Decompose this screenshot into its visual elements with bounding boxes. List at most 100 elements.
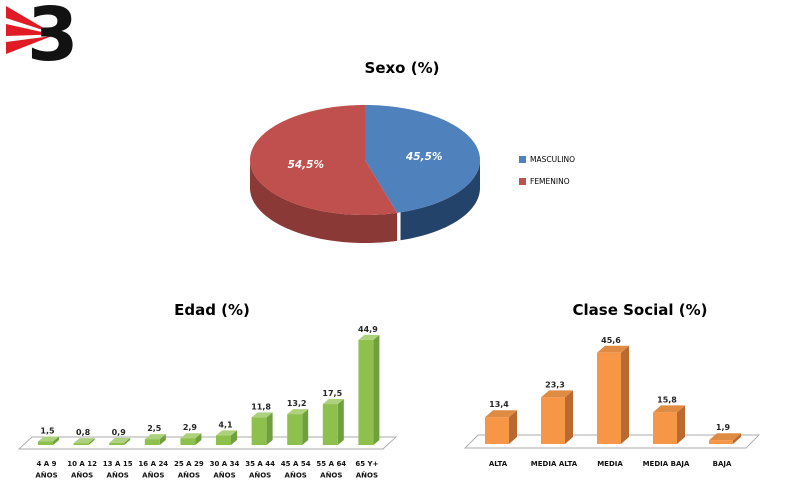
edad-category-label: AÑOS	[71, 471, 93, 480]
edad-value-label: 11,8	[251, 402, 271, 411]
edad-bar-side	[124, 437, 131, 445]
clase-category-label: BAJA	[713, 460, 732, 468]
edad-bar-top	[216, 430, 237, 436]
edad-bar	[180, 438, 196, 445]
sexo-pie-chart: 45,5% 54,5%	[250, 105, 480, 243]
clase-category-label: MEDIA ALTA	[531, 460, 578, 468]
clase-bar-chart: 13,4 ALTA 23,3 MEDIA ALTA 45,6 MEDIA 15,8 MEDIA…	[463, 336, 761, 468]
clase-bar-top	[485, 410, 517, 418]
edad-value-label: 4,1	[218, 420, 233, 429]
edad-category-label: 16 A 24	[138, 460, 168, 468]
edad-value-label: 0,8	[76, 428, 91, 437]
clase-value-label: 1,9	[716, 423, 731, 432]
legend-swatch-femenino	[519, 178, 526, 185]
pie-slice-femenino	[250, 105, 398, 215]
edad-bar-side	[53, 436, 59, 445]
edad-bar-side	[266, 412, 273, 445]
edad-bar	[358, 339, 374, 445]
edad-category-label: 35 A 44	[245, 460, 275, 468]
clase-value-label: 23,3	[545, 380, 565, 389]
edad-bar-side	[159, 434, 166, 445]
edad-category-label: AÑOS	[285, 471, 307, 480]
clase-value-label: 13,4	[489, 400, 509, 409]
edad-category-label: 4 A 9	[36, 460, 56, 468]
pie-side-masculino	[400, 160, 480, 241]
edad-value-label: 44,9	[358, 325, 378, 334]
edad-bar	[73, 443, 89, 445]
edad-bar	[38, 441, 53, 445]
pie-side-femenino	[250, 160, 398, 243]
edad-value-label: 13,2	[287, 399, 307, 408]
edad-category-label: 45 A 54	[281, 460, 311, 468]
clase-category-label: MEDIA BAJA	[643, 460, 690, 468]
clase-category-label: MEDIA	[597, 460, 623, 468]
logo-stripe-bottom	[6, 36, 52, 54]
edad-category-label: 25 A 29	[174, 460, 204, 468]
edad-category-label: AÑOS	[213, 471, 235, 480]
clase-category-label: ALTA	[489, 460, 508, 468]
clase-bar-top	[653, 405, 685, 413]
edad-bar-top	[180, 433, 202, 439]
clase-bar-side	[565, 390, 573, 444]
sexo-legend: MASCULINO FEMENINO	[519, 155, 575, 199]
edad-bar-top	[38, 436, 59, 442]
edad-value-label: 2,5	[147, 424, 162, 433]
edad-bar-side	[88, 438, 95, 445]
edad-bar-top	[322, 399, 344, 405]
edad-category-label: AÑOS	[320, 471, 342, 480]
edad-bar	[216, 435, 231, 445]
legend-swatch-masculino	[519, 156, 526, 163]
clase-bar-side	[677, 405, 685, 444]
clase-value-label: 15,8	[657, 395, 677, 404]
edad-bar	[109, 442, 125, 445]
clase-bar-side	[621, 345, 629, 444]
edad-bar	[287, 414, 303, 445]
clase-bar	[653, 412, 677, 444]
legend-label-masculino: MASCULINO	[530, 155, 575, 164]
clase-bar	[541, 397, 565, 444]
logo-3-glyph: 3	[27, 4, 79, 74]
edad-bar-top	[287, 409, 309, 415]
legend-item-femenino: FEMENINO	[519, 177, 575, 186]
edad-category-label: 55 A 64	[316, 460, 346, 468]
edad-bar-top	[358, 334, 380, 340]
clase-bar-top	[597, 345, 629, 353]
legend-label-femenino: FEMENINO	[530, 177, 570, 186]
edad-category-label: AÑOS	[249, 471, 271, 480]
edad-category-label: AÑOS	[107, 471, 129, 480]
edad-value-label: 1,5	[40, 426, 55, 435]
edad-chart-title: Edad (%)	[174, 301, 250, 319]
edad-category-label: 65 Y+	[355, 460, 378, 468]
edad-category-label: 10 A 12	[67, 460, 97, 468]
sexo-chart-title: Sexo (%)	[364, 59, 440, 77]
edad-category-label: AÑOS	[142, 471, 164, 480]
pie-data-label-femenino: 54,5%	[288, 159, 324, 171]
clase-bar	[597, 352, 621, 444]
edad-bar-side	[302, 409, 309, 445]
edad-bar-chart: 1,5 4 A 9 AÑOS 0,8 10 A 12 AÑOS 0,9 13 A 15 AÑOS…	[17, 325, 398, 480]
legend-item-masculino: MASCULINO	[519, 155, 575, 164]
clase-bar	[709, 440, 733, 444]
edad-category-label: 13 A 15	[103, 460, 133, 468]
edad-category-label: 30 A 34	[210, 460, 240, 468]
logo-stripe-middle	[6, 24, 53, 36]
edad-bar-top	[73, 438, 95, 444]
edad-value-label: 2,9	[183, 423, 198, 432]
edad-bar-top	[251, 412, 273, 418]
edad-bar-side	[373, 334, 380, 445]
clase-value-label: 45,6	[601, 336, 621, 345]
edad-category-label: AÑOS	[35, 471, 57, 480]
clase-bar-side	[509, 410, 517, 444]
edad-category-label: AÑOS	[356, 471, 378, 480]
clase-chart-title: Clase Social (%)	[572, 301, 708, 319]
tv3-logo: 3	[6, 4, 79, 74]
logo-stripe-top	[6, 6, 52, 33]
pie-slice-masculino	[365, 105, 480, 213]
edad-bar-side	[195, 433, 202, 445]
edad-value-label: 0,9	[112, 428, 127, 437]
pie-data-label-masculino: 45,5%	[405, 151, 442, 163]
edad-bar-side	[337, 399, 344, 445]
edad-category-label: AÑOS	[178, 471, 200, 480]
clase-bar-top	[541, 390, 573, 398]
